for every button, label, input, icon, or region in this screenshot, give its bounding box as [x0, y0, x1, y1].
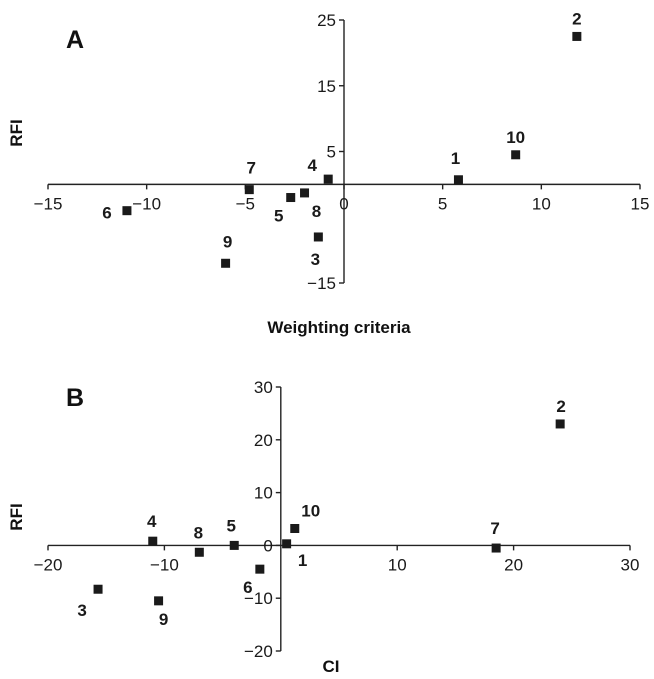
panel-b-point-label-9: 9	[159, 610, 168, 629]
panel-a-point-4	[323, 174, 333, 184]
panel-a-point-label-7: 7	[247, 159, 256, 178]
panel-b-point-label-2: 2	[556, 397, 565, 416]
panel-b-point-6	[255, 564, 265, 574]
panel-b-x-tick-label: 30	[621, 555, 640, 574]
panel-a-point-label-4: 4	[307, 156, 317, 175]
panel-a-point-6	[122, 206, 132, 216]
panel-b-point-5	[229, 540, 239, 550]
panel-b-point-label-5: 5	[227, 516, 236, 535]
panel-b-x-tick-label: −20	[34, 555, 63, 574]
panel-a-point-8	[300, 188, 310, 198]
panel-a-y-axis-label: RFI	[7, 119, 26, 146]
panel-a-y-tick-label: 15	[317, 77, 336, 96]
panel-b-point-label-1: 1	[298, 551, 307, 570]
panel-b-point-7	[491, 543, 501, 553]
panel-b-y-tick-label: −10	[244, 589, 273, 608]
panel-b-label: B	[66, 384, 84, 412]
panel-a-y-tick-label: −15	[307, 274, 336, 293]
panel-a-point-label-5: 5	[274, 207, 283, 226]
panel-a-point-label-1: 1	[451, 149, 460, 168]
panel-b-point-label-3: 3	[77, 601, 86, 620]
panel-b-point-8	[194, 547, 204, 557]
panel-a-point-9	[221, 258, 231, 268]
panel-a-point-label-3: 3	[311, 250, 320, 269]
panel-b-x-tick-label: −10	[150, 555, 179, 574]
panel-b: −20 −10 10 20 30 −20 −10 0 10 20 30 1 2 3 4 5 6 7 8 9 10 B CI R…	[7, 378, 639, 676]
panel-a-label: A	[66, 26, 84, 54]
panel-a: −15 −10 −5 0 5 10 15−155152512345678910AWeight…	[7, 9, 649, 337]
panel-a-x-tick-label: 10	[532, 194, 551, 213]
panel-a-point-10	[511, 150, 521, 160]
panel-a-x-tick-label: 5	[438, 194, 447, 213]
panel-b-point-4	[148, 536, 158, 546]
panel-b-y-tick-label: 30	[254, 378, 273, 397]
panel-a-point-label-2: 2	[572, 9, 581, 28]
panel-a-point-label-8: 8	[312, 202, 321, 221]
panel-b-x-tick-label: 10	[388, 555, 407, 574]
panel-b-point-9	[154, 596, 164, 606]
panel-a-y-tick-label: 25	[317, 11, 336, 30]
panel-a-point-label-9: 9	[223, 232, 232, 251]
panel-b-point-1	[282, 539, 292, 549]
panel-b-point-10	[290, 524, 300, 534]
panel-b-x-axis-label: CI	[323, 657, 340, 676]
panel-b-x-tick-label: 20	[504, 555, 523, 574]
panel-b-point-3	[93, 584, 103, 594]
panel-a-x-tick-label: 0	[339, 194, 348, 213]
panel-a-point-7	[244, 185, 254, 195]
panel-b-y-tick-label: 20	[254, 431, 273, 450]
panel-b-point-label-7: 7	[490, 519, 499, 538]
panel-a-x-tick-label: −5	[236, 194, 255, 213]
panel-a-x-tick-label: 15	[631, 194, 650, 213]
panel-b-y-axis-label: RFI	[7, 503, 26, 530]
panel-b-y-tick-label: 10	[254, 484, 273, 503]
panel-a-point-label-10: 10	[506, 128, 525, 147]
panel-a-x-axis-label: Weighting criteria	[267, 318, 411, 337]
panel-b-y-tick-label: −20	[244, 642, 273, 661]
panel-a-y-tick-label: 5	[327, 143, 336, 162]
panel-a-point-2	[572, 31, 582, 41]
panel-a-x-tick-label: −15	[34, 194, 63, 213]
panel-b-point-label-4: 4	[147, 512, 157, 531]
panel-b-point-2	[555, 419, 565, 429]
panel-a-x-tick-label: −10	[132, 194, 161, 213]
panel-a-point-5	[286, 193, 296, 203]
panel-b-point-label-10: 10	[301, 502, 320, 521]
panel-b-y-tick-label: 0	[263, 536, 272, 555]
panel-b-point-label-6: 6	[243, 578, 252, 597]
panel-a-point-1	[453, 175, 463, 185]
panel-a-point-label-6: 6	[102, 204, 111, 223]
panel-b-point-label-8: 8	[194, 523, 203, 542]
panel-a-point-3	[313, 232, 323, 242]
